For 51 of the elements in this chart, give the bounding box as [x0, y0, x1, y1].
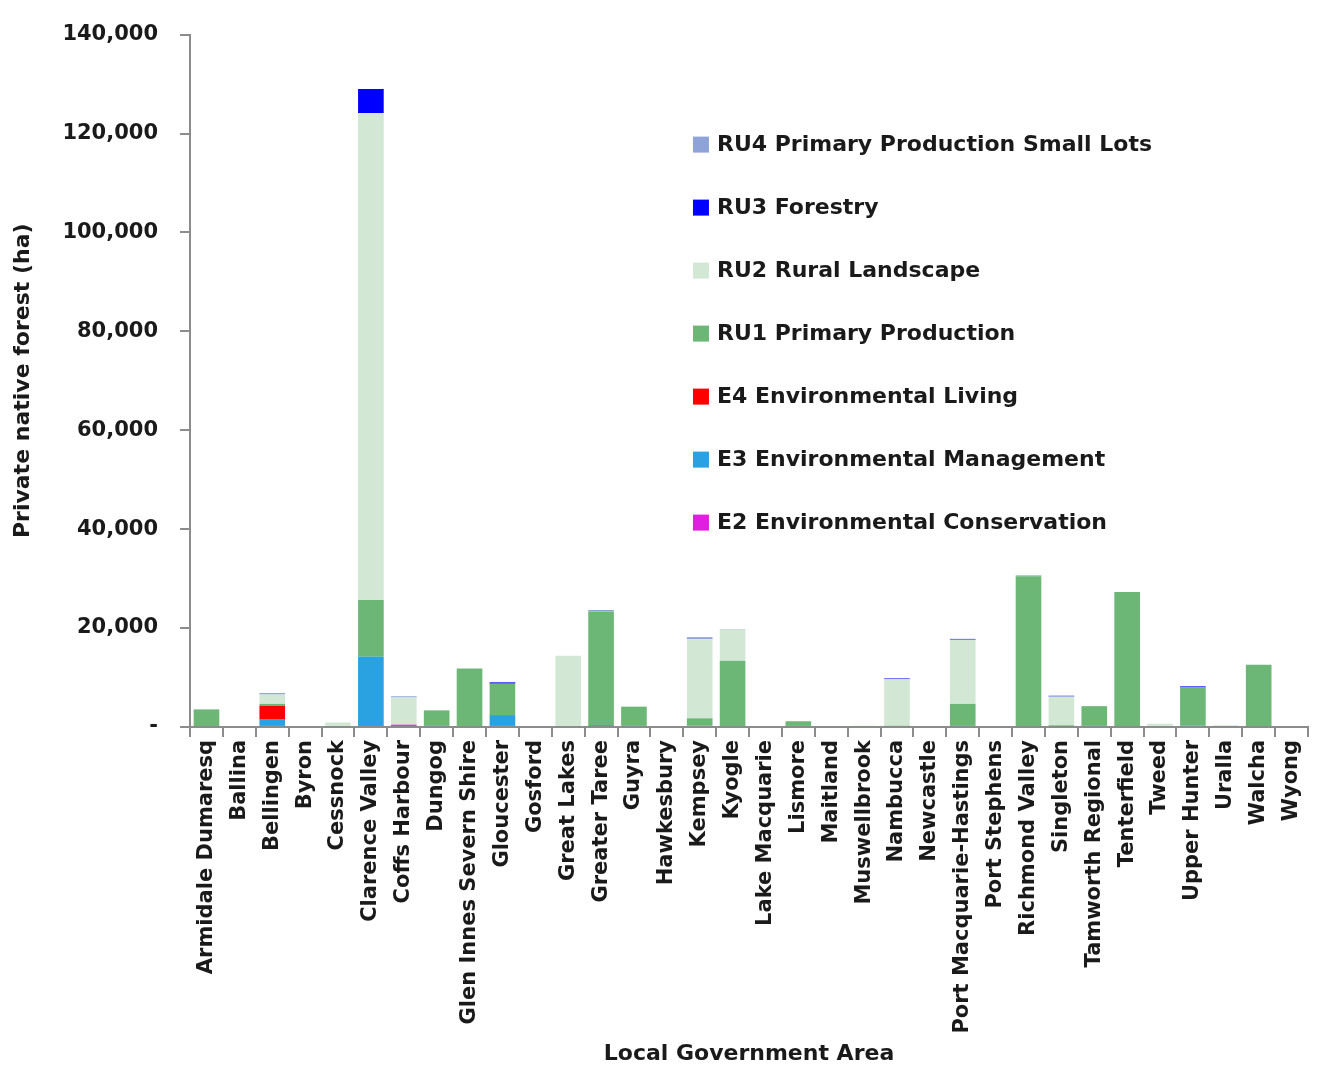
legend-label: RU1 Primary Production	[716, 320, 1016, 346]
x-axis-title: Local Government Area	[603, 1039, 895, 1065]
x-tick-label: Byron	[291, 739, 316, 810]
legend-label: RU3 Forestry	[716, 194, 879, 220]
x-tick-label: Lismore	[784, 739, 809, 834]
legend-label: E2 Environmental Conservation	[716, 509, 1108, 535]
y-tick-label: 140,000	[62, 21, 159, 46]
x-tick-label: Tenterfield	[1113, 739, 1138, 868]
y-tick-label: 60,000	[77, 416, 159, 441]
legend-label: RU2 Rural Landscape	[716, 257, 981, 283]
x-tick-label: Gloucester	[488, 739, 513, 868]
y-tick-label: 20,000	[77, 614, 159, 639]
y-tick-label: 40,000	[77, 515, 159, 540]
x-tick-label: Dungog	[423, 739, 448, 832]
y-tick-label: 100,000	[62, 218, 159, 243]
x-tick-label: Kyogle	[719, 739, 744, 820]
x-tick-label: Clarence Valley	[357, 739, 382, 922]
x-tick-label: Maitland	[817, 739, 842, 844]
x-tick-label: Muswellbrook	[850, 738, 875, 905]
y-tick-label: -	[149, 713, 159, 738]
x-tick-label: Wyong	[1278, 739, 1303, 822]
x-tick-label: Hawkesbury	[653, 739, 678, 886]
x-tick-label: Upper Hunter	[1179, 739, 1204, 902]
x-tick-label: Richmond Valley	[1014, 739, 1039, 936]
x-tick-label: Tamworth Regional	[1080, 739, 1105, 968]
x-tick-label: Singleton	[1047, 739, 1072, 854]
y-tick-label: 80,000	[77, 317, 159, 342]
x-tick-label: Ballina	[225, 739, 250, 821]
x-tick-label: Cessnock	[324, 738, 349, 851]
x-tick-label: Gosford	[521, 739, 546, 834]
x-tick-label: Guyra	[620, 739, 645, 811]
x-tick-label: Uralla	[1212, 739, 1237, 811]
x-tick-label: Glen Innes Severn Shire	[455, 739, 480, 1025]
x-tick-label: Great Lakes	[554, 739, 579, 881]
legend-label: E3 Environmental Management	[716, 446, 1106, 472]
x-tick-label: Nambucca	[883, 739, 908, 863]
legend-label: RU4 Primary Production Small Lots	[716, 131, 1153, 157]
x-tick-label: Lake Macquarie	[751, 739, 776, 926]
x-tick-label: Armidale Dumaresq	[192, 739, 217, 975]
x-tick-label: Tweed	[1146, 739, 1171, 815]
x-tick-label: Port Stephens	[982, 739, 1007, 909]
x-tick-label: Coffs Harbour	[390, 739, 415, 904]
x-tick-label: Kempsey	[686, 739, 711, 848]
x-tick-label: Newcastle	[916, 739, 941, 862]
x-tick-label: Port Macquarie-Hastings	[949, 739, 974, 1034]
legend-label: E4 Environmental Living	[716, 383, 1019, 409]
y-tick-label: 120,000	[62, 119, 159, 144]
x-tick-label: Walcha	[1245, 739, 1270, 826]
x-tick-label: Bellingen	[258, 739, 283, 851]
y-axis-title: Private native forest (ha)	[8, 223, 34, 539]
x-tick-label: Greater Taree	[587, 739, 612, 903]
